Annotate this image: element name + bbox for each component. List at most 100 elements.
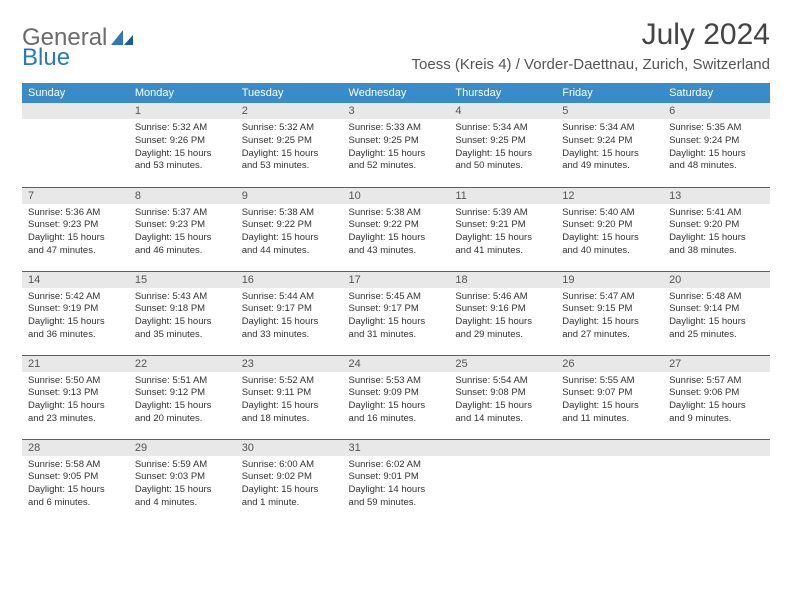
day-content: Sunrise: 5:58 AMSunset: 9:05 PMDaylight:… bbox=[22, 456, 129, 514]
day-content: Sunrise: 5:34 AMSunset: 9:24 PMDaylight:… bbox=[556, 119, 663, 177]
day-content: Sunrise: 5:52 AMSunset: 9:11 PMDaylight:… bbox=[236, 372, 343, 430]
calendar-cell: 11Sunrise: 5:39 AMSunset: 9:21 PMDayligh… bbox=[449, 187, 556, 271]
calendar-cell: 4Sunrise: 5:34 AMSunset: 9:25 PMDaylight… bbox=[449, 103, 556, 187]
day-content: Sunrise: 5:51 AMSunset: 9:12 PMDaylight:… bbox=[129, 372, 236, 430]
calendar-cell: 1Sunrise: 5:32 AMSunset: 9:26 PMDaylight… bbox=[129, 103, 236, 187]
day-content: Sunrise: 5:36 AMSunset: 9:23 PMDaylight:… bbox=[22, 204, 129, 262]
day-content: Sunrise: 5:32 AMSunset: 9:25 PMDaylight:… bbox=[236, 119, 343, 177]
weekday-header: Thursday bbox=[449, 83, 556, 103]
day-content: Sunrise: 5:41 AMSunset: 9:20 PMDaylight:… bbox=[663, 204, 770, 262]
month-title: July 2024 bbox=[412, 18, 770, 52]
calendar-cell: 14Sunrise: 5:42 AMSunset: 9:19 PMDayligh… bbox=[22, 271, 129, 355]
day-content: Sunrise: 5:44 AMSunset: 9:17 PMDaylight:… bbox=[236, 288, 343, 346]
day-number: 30 bbox=[236, 440, 343, 456]
calendar-cell: 25Sunrise: 5:54 AMSunset: 9:08 PMDayligh… bbox=[449, 355, 556, 439]
calendar-cell: 23Sunrise: 5:52 AMSunset: 9:11 PMDayligh… bbox=[236, 355, 343, 439]
day-content: Sunrise: 6:00 AMSunset: 9:02 PMDaylight:… bbox=[236, 456, 343, 514]
calendar-cell: 19Sunrise: 5:47 AMSunset: 9:15 PMDayligh… bbox=[556, 271, 663, 355]
day-number bbox=[22, 103, 129, 119]
weekday-header: Sunday bbox=[22, 83, 129, 103]
weekday-header: Monday bbox=[129, 83, 236, 103]
day-number: 1 bbox=[129, 103, 236, 119]
day-number: 24 bbox=[343, 356, 450, 372]
calendar-cell: 15Sunrise: 5:43 AMSunset: 9:18 PMDayligh… bbox=[129, 271, 236, 355]
day-content: Sunrise: 5:39 AMSunset: 9:21 PMDaylight:… bbox=[449, 204, 556, 262]
calendar-cell: 18Sunrise: 5:46 AMSunset: 9:16 PMDayligh… bbox=[449, 271, 556, 355]
day-content: Sunrise: 5:53 AMSunset: 9:09 PMDaylight:… bbox=[343, 372, 450, 430]
calendar-cell: 29Sunrise: 5:59 AMSunset: 9:03 PMDayligh… bbox=[129, 439, 236, 523]
calendar-cell: 21Sunrise: 5:50 AMSunset: 9:13 PMDayligh… bbox=[22, 355, 129, 439]
day-number: 16 bbox=[236, 272, 343, 288]
calendar-cell: 30Sunrise: 6:00 AMSunset: 9:02 PMDayligh… bbox=[236, 439, 343, 523]
calendar-cell: 7Sunrise: 5:36 AMSunset: 9:23 PMDaylight… bbox=[22, 187, 129, 271]
calendar-cell: 9Sunrise: 5:38 AMSunset: 9:22 PMDaylight… bbox=[236, 187, 343, 271]
calendar-table: SundayMondayTuesdayWednesdayThursdayFrid… bbox=[22, 83, 770, 523]
day-number: 27 bbox=[663, 356, 770, 372]
calendar-cell: 22Sunrise: 5:51 AMSunset: 9:12 PMDayligh… bbox=[129, 355, 236, 439]
header: General July 2024 Toess (Kreis 4) / Vord… bbox=[22, 18, 770, 79]
title-block: July 2024 Toess (Kreis 4) / Vorder-Daett… bbox=[412, 18, 770, 79]
day-content: Sunrise: 5:43 AMSunset: 9:18 PMDaylight:… bbox=[129, 288, 236, 346]
calendar-header-row: SundayMondayTuesdayWednesdayThursdayFrid… bbox=[22, 83, 770, 103]
day-number: 21 bbox=[22, 356, 129, 372]
calendar-cell: 31Sunrise: 6:02 AMSunset: 9:01 PMDayligh… bbox=[343, 439, 450, 523]
calendar-cell bbox=[449, 439, 556, 523]
day-number: 31 bbox=[343, 440, 450, 456]
day-number: 23 bbox=[236, 356, 343, 372]
day-number: 18 bbox=[449, 272, 556, 288]
day-content: Sunrise: 5:48 AMSunset: 9:14 PMDaylight:… bbox=[663, 288, 770, 346]
day-number: 26 bbox=[556, 356, 663, 372]
day-number: 12 bbox=[556, 188, 663, 204]
day-number: 9 bbox=[236, 188, 343, 204]
day-number: 20 bbox=[663, 272, 770, 288]
day-number: 15 bbox=[129, 272, 236, 288]
day-content: Sunrise: 5:45 AMSunset: 9:17 PMDaylight:… bbox=[343, 288, 450, 346]
logo-text-blue-wrap: Blue bbox=[22, 44, 70, 72]
day-number bbox=[449, 440, 556, 456]
day-number bbox=[556, 440, 663, 456]
day-number: 14 bbox=[22, 272, 129, 288]
day-content: Sunrise: 5:46 AMSunset: 9:16 PMDaylight:… bbox=[449, 288, 556, 346]
calendar-cell: 26Sunrise: 5:55 AMSunset: 9:07 PMDayligh… bbox=[556, 355, 663, 439]
day-content: Sunrise: 5:50 AMSunset: 9:13 PMDaylight:… bbox=[22, 372, 129, 430]
day-number: 10 bbox=[343, 188, 450, 204]
location-text: Toess (Kreis 4) / Vorder-Daettnau, Zuric… bbox=[412, 56, 770, 73]
calendar-cell: 13Sunrise: 5:41 AMSunset: 9:20 PMDayligh… bbox=[663, 187, 770, 271]
day-number: 7 bbox=[22, 188, 129, 204]
calendar-body: 1Sunrise: 5:32 AMSunset: 9:26 PMDaylight… bbox=[22, 103, 770, 523]
day-number: 29 bbox=[129, 440, 236, 456]
calendar-cell: 24Sunrise: 5:53 AMSunset: 9:09 PMDayligh… bbox=[343, 355, 450, 439]
day-content: Sunrise: 5:54 AMSunset: 9:08 PMDaylight:… bbox=[449, 372, 556, 430]
day-number: 6 bbox=[663, 103, 770, 119]
calendar-cell: 10Sunrise: 5:38 AMSunset: 9:22 PMDayligh… bbox=[343, 187, 450, 271]
day-number: 17 bbox=[343, 272, 450, 288]
day-content: Sunrise: 5:38 AMSunset: 9:22 PMDaylight:… bbox=[343, 204, 450, 262]
calendar-cell: 17Sunrise: 5:45 AMSunset: 9:17 PMDayligh… bbox=[343, 271, 450, 355]
weekday-header: Friday bbox=[556, 83, 663, 103]
day-content: Sunrise: 5:42 AMSunset: 9:19 PMDaylight:… bbox=[22, 288, 129, 346]
calendar-cell: 6Sunrise: 5:35 AMSunset: 9:24 PMDaylight… bbox=[663, 103, 770, 187]
day-number: 11 bbox=[449, 188, 556, 204]
calendar-cell: 3Sunrise: 5:33 AMSunset: 9:25 PMDaylight… bbox=[343, 103, 450, 187]
day-content: Sunrise: 5:59 AMSunset: 9:03 PMDaylight:… bbox=[129, 456, 236, 514]
day-content: Sunrise: 5:37 AMSunset: 9:23 PMDaylight:… bbox=[129, 204, 236, 262]
calendar-cell: 2Sunrise: 5:32 AMSunset: 9:25 PMDaylight… bbox=[236, 103, 343, 187]
calendar-cell: 27Sunrise: 5:57 AMSunset: 9:06 PMDayligh… bbox=[663, 355, 770, 439]
calendar-cell bbox=[556, 439, 663, 523]
calendar-cell: 8Sunrise: 5:37 AMSunset: 9:23 PMDaylight… bbox=[129, 187, 236, 271]
day-content: Sunrise: 5:32 AMSunset: 9:26 PMDaylight:… bbox=[129, 119, 236, 177]
logo-text-blue: Blue bbox=[22, 44, 70, 71]
calendar-cell: 12Sunrise: 5:40 AMSunset: 9:20 PMDayligh… bbox=[556, 187, 663, 271]
calendar-cell bbox=[22, 103, 129, 187]
calendar-cell: 20Sunrise: 5:48 AMSunset: 9:14 PMDayligh… bbox=[663, 271, 770, 355]
day-number: 8 bbox=[129, 188, 236, 204]
calendar-cell: 5Sunrise: 5:34 AMSunset: 9:24 PMDaylight… bbox=[556, 103, 663, 187]
day-content: Sunrise: 5:33 AMSunset: 9:25 PMDaylight:… bbox=[343, 119, 450, 177]
day-content: Sunrise: 5:57 AMSunset: 9:06 PMDaylight:… bbox=[663, 372, 770, 430]
day-number: 22 bbox=[129, 356, 236, 372]
day-number: 4 bbox=[449, 103, 556, 119]
day-content: Sunrise: 5:40 AMSunset: 9:20 PMDaylight:… bbox=[556, 204, 663, 262]
day-content: Sunrise: 5:55 AMSunset: 9:07 PMDaylight:… bbox=[556, 372, 663, 430]
day-number: 5 bbox=[556, 103, 663, 119]
weekday-header: Tuesday bbox=[236, 83, 343, 103]
